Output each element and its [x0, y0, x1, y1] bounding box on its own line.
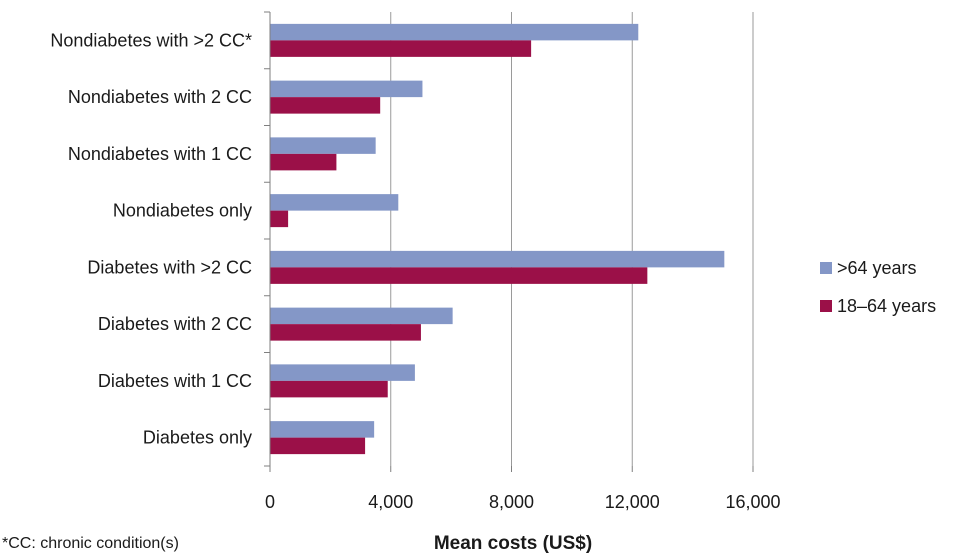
legend-label: 18–64 years [837, 296, 936, 316]
category-label: Nondiabetes with 2 CC [68, 87, 252, 107]
gridlines [390, 12, 754, 466]
x-axis-title: Mean costs (US$) [434, 533, 592, 554]
bar [270, 307, 453, 325]
footnote: *CC: chronic condition(s) [2, 535, 179, 552]
x-tick-label: 12,000 [605, 492, 660, 512]
bar [270, 210, 289, 228]
bar [270, 421, 375, 438]
bar [270, 97, 381, 114]
bar [270, 194, 399, 211]
bar [270, 40, 532, 57]
x-tick-label: 16,000 [725, 492, 780, 512]
legend-swatch [820, 300, 832, 312]
bar [270, 250, 725, 268]
x-tick-label: 4,000 [368, 492, 413, 512]
category-label: Nondiabetes with 1 CC [68, 144, 252, 164]
axes [264, 11, 754, 472]
bar [270, 267, 648, 284]
category-label: Diabetes with >2 CC [87, 257, 252, 277]
category-label: Nondiabetes only [113, 201, 252, 221]
tick-labels: 0 4,000 8,000 12,000 16,000 [265, 492, 781, 512]
bar [270, 324, 421, 341]
category-label: Diabetes with 2 CC [98, 314, 252, 334]
legend: >64 years 18–64 years [820, 258, 936, 316]
category-labels: Nondiabetes with >2 CC* Nondiabetes with … [50, 30, 252, 447]
bar [270, 364, 415, 381]
category-label: Diabetes with 1 CC [98, 371, 252, 391]
bar [270, 80, 423, 98]
bars [270, 23, 725, 455]
bar [270, 380, 388, 398]
category-label: Diabetes only [143, 428, 252, 448]
bar [270, 137, 376, 154]
bar [270, 437, 366, 455]
legend-label: >64 years [837, 258, 917, 278]
bar [270, 153, 337, 171]
bar [270, 23, 639, 41]
legend-swatch [820, 262, 832, 274]
category-label: Nondiabetes with >2 CC* [50, 30, 252, 50]
x-tick-label: 8,000 [489, 492, 534, 512]
x-tick-label: 0 [265, 492, 275, 512]
